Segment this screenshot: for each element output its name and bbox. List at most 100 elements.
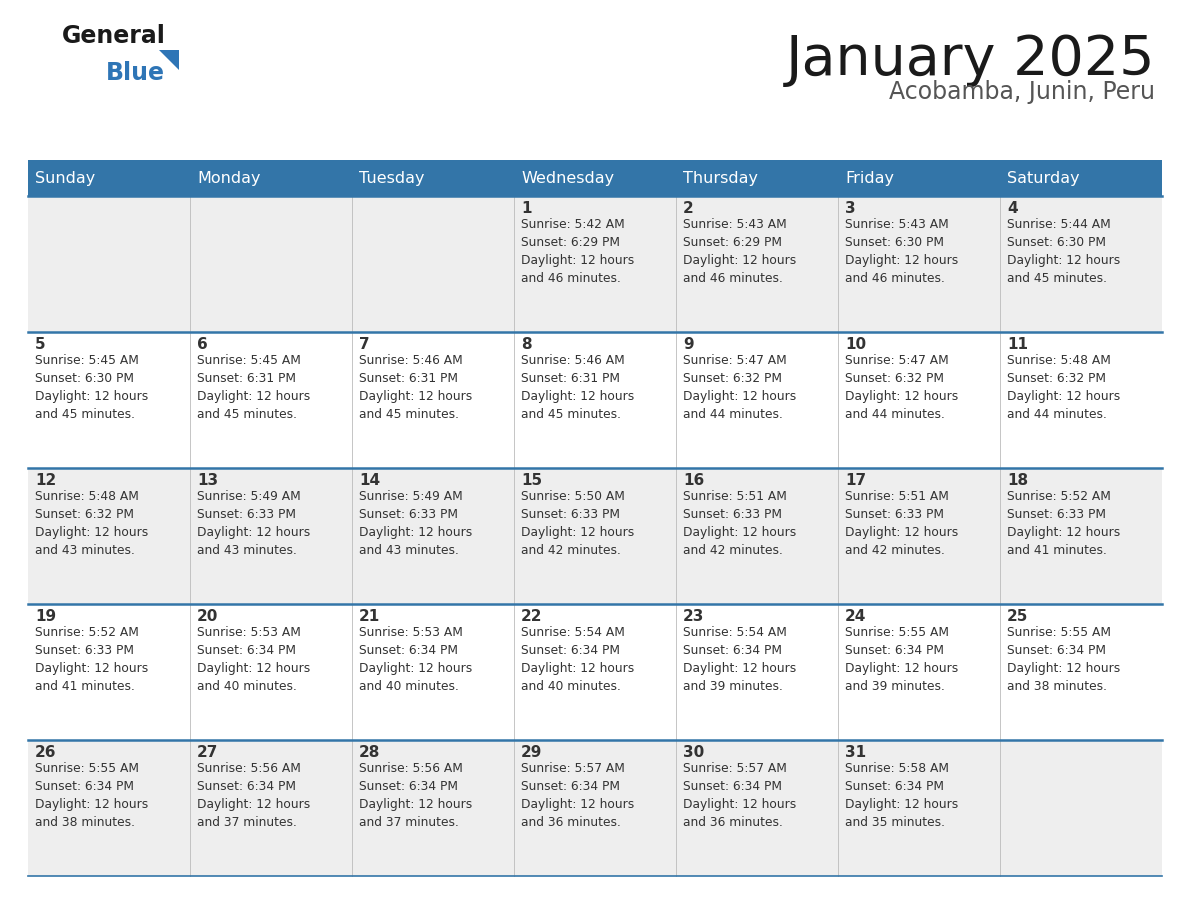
Text: and 39 minutes.: and 39 minutes. — [845, 680, 944, 693]
Text: Daylight: 12 hours: Daylight: 12 hours — [683, 390, 796, 403]
Text: Daylight: 12 hours: Daylight: 12 hours — [197, 526, 310, 539]
Text: Sunset: 6:34 PM: Sunset: 6:34 PM — [34, 780, 134, 793]
Text: 29: 29 — [522, 745, 543, 760]
Text: Sunrise: 5:56 AM: Sunrise: 5:56 AM — [197, 762, 301, 775]
Text: 6: 6 — [197, 337, 208, 352]
Text: Sunset: 6:33 PM: Sunset: 6:33 PM — [683, 508, 782, 521]
Text: 23: 23 — [683, 609, 704, 624]
Text: Sunrise: 5:55 AM: Sunrise: 5:55 AM — [1007, 626, 1111, 639]
Text: and 38 minutes.: and 38 minutes. — [1007, 680, 1107, 693]
Text: and 41 minutes.: and 41 minutes. — [1007, 544, 1107, 557]
Text: 22: 22 — [522, 609, 543, 624]
Text: Sunrise: 5:57 AM: Sunrise: 5:57 AM — [522, 762, 625, 775]
Text: Sunrise: 5:49 AM: Sunrise: 5:49 AM — [359, 490, 463, 503]
Text: 21: 21 — [359, 609, 380, 624]
Text: Daylight: 12 hours: Daylight: 12 hours — [34, 798, 148, 811]
Text: Blue: Blue — [106, 61, 165, 85]
Text: Sunset: 6:34 PM: Sunset: 6:34 PM — [845, 780, 944, 793]
Text: 20: 20 — [197, 609, 219, 624]
Text: Daylight: 12 hours: Daylight: 12 hours — [197, 390, 310, 403]
Text: and 38 minutes.: and 38 minutes. — [34, 816, 135, 829]
Text: Sunrise: 5:42 AM: Sunrise: 5:42 AM — [522, 218, 625, 231]
Text: Sunrise: 5:51 AM: Sunrise: 5:51 AM — [845, 490, 949, 503]
Text: and 43 minutes.: and 43 minutes. — [359, 544, 459, 557]
Text: Sunrise: 5:53 AM: Sunrise: 5:53 AM — [359, 626, 463, 639]
Text: Sunrise: 5:46 AM: Sunrise: 5:46 AM — [522, 354, 625, 367]
Text: and 46 minutes.: and 46 minutes. — [522, 272, 621, 285]
Text: 4: 4 — [1007, 201, 1018, 216]
Text: Sunset: 6:31 PM: Sunset: 6:31 PM — [197, 372, 296, 385]
Text: Monday: Monday — [197, 171, 260, 185]
Bar — [838, 160, 1000, 196]
Text: and 41 minutes.: and 41 minutes. — [34, 680, 135, 693]
Text: 27: 27 — [197, 745, 219, 760]
Bar — [352, 160, 514, 196]
Text: Sunset: 6:34 PM: Sunset: 6:34 PM — [845, 644, 944, 657]
Text: and 44 minutes.: and 44 minutes. — [683, 408, 783, 421]
Text: Daylight: 12 hours: Daylight: 12 hours — [522, 526, 634, 539]
Text: Sunrise: 5:45 AM: Sunrise: 5:45 AM — [34, 354, 139, 367]
Text: Daylight: 12 hours: Daylight: 12 hours — [359, 390, 473, 403]
Text: Daylight: 12 hours: Daylight: 12 hours — [845, 254, 959, 267]
Bar — [29, 468, 1162, 604]
Text: 7: 7 — [359, 337, 369, 352]
Text: Sunset: 6:32 PM: Sunset: 6:32 PM — [683, 372, 782, 385]
Text: Sunrise: 5:52 AM: Sunrise: 5:52 AM — [1007, 490, 1111, 503]
Text: Sunrise: 5:54 AM: Sunrise: 5:54 AM — [683, 626, 786, 639]
Text: 28: 28 — [359, 745, 380, 760]
Text: Sunrise: 5:57 AM: Sunrise: 5:57 AM — [683, 762, 786, 775]
Text: 5: 5 — [34, 337, 45, 352]
Text: Daylight: 12 hours: Daylight: 12 hours — [359, 798, 473, 811]
Text: 3: 3 — [845, 201, 855, 216]
Text: 16: 16 — [683, 473, 704, 488]
Bar — [1000, 160, 1162, 196]
Text: Daylight: 12 hours: Daylight: 12 hours — [34, 662, 148, 675]
Bar — [190, 160, 352, 196]
Text: Sunset: 6:34 PM: Sunset: 6:34 PM — [522, 780, 620, 793]
Text: and 36 minutes.: and 36 minutes. — [522, 816, 621, 829]
Text: 17: 17 — [845, 473, 866, 488]
Text: and 42 minutes.: and 42 minutes. — [683, 544, 783, 557]
Bar — [29, 332, 1162, 468]
Text: and 45 minutes.: and 45 minutes. — [522, 408, 621, 421]
Text: Sunset: 6:30 PM: Sunset: 6:30 PM — [845, 236, 944, 249]
Text: Daylight: 12 hours: Daylight: 12 hours — [1007, 662, 1120, 675]
Text: and 40 minutes.: and 40 minutes. — [522, 680, 621, 693]
Text: Daylight: 12 hours: Daylight: 12 hours — [845, 390, 959, 403]
Text: Sunset: 6:33 PM: Sunset: 6:33 PM — [522, 508, 620, 521]
Text: Sunset: 6:34 PM: Sunset: 6:34 PM — [359, 644, 459, 657]
Text: Sunrise: 5:48 AM: Sunrise: 5:48 AM — [34, 490, 139, 503]
Text: 10: 10 — [845, 337, 866, 352]
Text: 18: 18 — [1007, 473, 1028, 488]
Bar — [29, 604, 1162, 740]
Text: Sunset: 6:33 PM: Sunset: 6:33 PM — [34, 644, 134, 657]
Text: Sunset: 6:33 PM: Sunset: 6:33 PM — [845, 508, 944, 521]
Text: Sunrise: 5:46 AM: Sunrise: 5:46 AM — [359, 354, 463, 367]
Text: and 40 minutes.: and 40 minutes. — [359, 680, 459, 693]
Text: 13: 13 — [197, 473, 219, 488]
Bar — [29, 740, 1162, 876]
Text: and 36 minutes.: and 36 minutes. — [683, 816, 783, 829]
Text: Sunset: 6:33 PM: Sunset: 6:33 PM — [359, 508, 459, 521]
Text: Sunset: 6:33 PM: Sunset: 6:33 PM — [1007, 508, 1106, 521]
Text: and 35 minutes.: and 35 minutes. — [845, 816, 944, 829]
Text: and 42 minutes.: and 42 minutes. — [845, 544, 944, 557]
Text: Daylight: 12 hours: Daylight: 12 hours — [683, 798, 796, 811]
Text: 9: 9 — [683, 337, 694, 352]
Text: Sunset: 6:34 PM: Sunset: 6:34 PM — [683, 780, 782, 793]
Text: Sunrise: 5:53 AM: Sunrise: 5:53 AM — [197, 626, 301, 639]
Text: 19: 19 — [34, 609, 56, 624]
Text: Daylight: 12 hours: Daylight: 12 hours — [1007, 390, 1120, 403]
Text: General: General — [62, 24, 166, 48]
Text: Daylight: 12 hours: Daylight: 12 hours — [683, 254, 796, 267]
Text: 11: 11 — [1007, 337, 1028, 352]
Polygon shape — [159, 50, 179, 70]
Text: Wednesday: Wednesday — [522, 171, 614, 185]
Text: Sunset: 6:30 PM: Sunset: 6:30 PM — [34, 372, 134, 385]
Text: Sunrise: 5:52 AM: Sunrise: 5:52 AM — [34, 626, 139, 639]
Text: January 2025: January 2025 — [785, 33, 1155, 87]
Text: Sunday: Sunday — [34, 171, 95, 185]
Text: and 44 minutes.: and 44 minutes. — [845, 408, 944, 421]
Text: Daylight: 12 hours: Daylight: 12 hours — [197, 662, 310, 675]
Text: and 46 minutes.: and 46 minutes. — [845, 272, 944, 285]
